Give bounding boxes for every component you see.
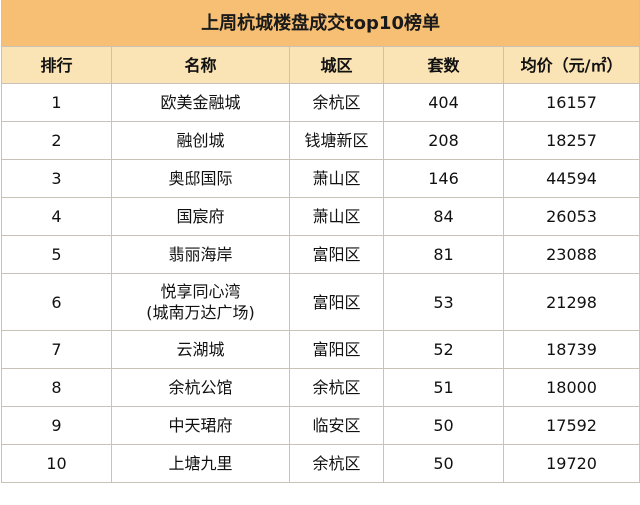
cell-units: 51	[383, 368, 504, 407]
cell-name: 悦享同心湾 (城南万达广场)	[111, 273, 290, 331]
cell-rank: 10	[1, 444, 112, 483]
cell-rank: 8	[1, 368, 112, 407]
cell-district: 萧山区	[289, 197, 384, 236]
cell-units: 52	[383, 330, 504, 369]
table-body: 1 欧美金融城 余杭区 404 16157 2 融创城 钱塘新区 208 18257 3 奥邸国际 萧山…	[1, 83, 640, 483]
cell-district: 富阳区	[289, 330, 384, 369]
cell-name: 上塘九里	[111, 444, 290, 483]
table-row: 2 融创城 钱塘新区 208 18257	[1, 121, 640, 160]
cell-name-line: 余杭公馆	[168, 378, 233, 397]
cell-name: 中天珺府	[111, 406, 290, 445]
cell-district: 余杭区	[289, 368, 384, 407]
cell-rank: 2	[1, 121, 112, 160]
cell-name-line: 云湖城	[176, 340, 225, 359]
cell-name-line: 欧美金融城	[160, 93, 241, 112]
cell-district: 富阳区	[289, 235, 384, 274]
title-row: 上周杭城楼盘成交top10榜单	[0, 0, 640, 47]
header-district: 城区	[289, 46, 384, 84]
table-title: 上周杭城楼盘成交top10榜单	[0, 0, 640, 47]
header-name: 名称	[111, 46, 290, 84]
cell-name: 翡丽海岸	[111, 235, 290, 274]
cell-name: 余杭公馆	[111, 368, 290, 407]
cell-name: 国宸府	[111, 197, 290, 236]
cell-units: 208	[383, 121, 504, 160]
cell-rank: 3	[1, 159, 112, 198]
cell-units: 84	[383, 197, 504, 236]
table-row: 6 悦享同心湾 (城南万达广场) 富阳区 53 21298	[1, 273, 640, 331]
cell-name: 融创城	[111, 121, 290, 160]
cell-district: 富阳区	[289, 273, 384, 331]
cell-units: 404	[383, 83, 504, 122]
cell-district: 余杭区	[289, 83, 384, 122]
cell-avg-price: 23088	[502, 235, 640, 274]
table-row: 5 翡丽海岸 富阳区 81 23088	[1, 235, 640, 274]
cell-units: 50	[383, 406, 504, 445]
cell-avg-price: 21298	[502, 273, 640, 331]
table-row: 4 国宸府 萧山区 84 26053	[1, 197, 640, 236]
cell-name-line: 上塘九里	[168, 454, 233, 473]
ranking-table: 上周杭城楼盘成交top10榜单 排行 名称 城区 套数 均价（元/㎡） 1 欧美金…	[0, 0, 640, 483]
cell-units: 81	[383, 235, 504, 274]
cell-rank: 4	[1, 197, 112, 236]
table-row: 8 余杭公馆 余杭区 51 18000	[1, 368, 640, 407]
cell-avg-price: 44594	[502, 159, 640, 198]
cell-rank: 6	[1, 273, 112, 331]
cell-name-line: (城南万达广场)	[146, 303, 255, 322]
header-units: 套数	[383, 46, 504, 84]
cell-name: 奥邸国际	[111, 159, 290, 198]
cell-avg-price: 18257	[502, 121, 640, 160]
cell-avg-price: 19720	[502, 444, 640, 483]
cell-rank: 7	[1, 330, 112, 369]
cell-district: 萧山区	[289, 159, 384, 198]
table-row: 3 奥邸国际 萧山区 146 44594	[1, 159, 640, 198]
cell-rank: 9	[1, 406, 112, 445]
cell-name-line: 奥邸国际	[168, 169, 233, 188]
table-row: 10 上塘九里 余杭区 50 19720	[1, 444, 640, 483]
cell-district: 余杭区	[289, 444, 384, 483]
cell-name: 欧美金融城	[111, 83, 290, 122]
cell-name: 云湖城	[111, 330, 290, 369]
cell-district: 临安区	[289, 406, 384, 445]
cell-avg-price: 16157	[502, 83, 640, 122]
table-row: 7 云湖城 富阳区 52 18739	[1, 330, 640, 369]
cell-name-line: 融创城	[176, 131, 225, 150]
cell-name-line: 中天珺府	[168, 416, 233, 435]
table-row: 9 中天珺府 临安区 50 17592	[1, 406, 640, 445]
cell-name-line: 翡丽海岸	[168, 245, 233, 264]
cell-rank: 5	[1, 235, 112, 274]
cell-avg-price: 18739	[502, 330, 640, 369]
header-row: 排行 名称 城区 套数 均价（元/㎡）	[1, 46, 640, 84]
cell-name-line: 国宸府	[176, 207, 225, 226]
cell-units: 146	[383, 159, 504, 198]
cell-avg-price: 26053	[502, 197, 640, 236]
header-avg-price: 均价（元/㎡）	[502, 46, 640, 84]
cell-district: 钱塘新区	[289, 121, 384, 160]
cell-rank: 1	[1, 83, 112, 122]
cell-avg-price: 18000	[502, 368, 640, 407]
header-rank: 排行	[1, 46, 112, 84]
cell-name-line: 悦享同心湾	[160, 282, 241, 301]
cell-units: 53	[383, 273, 504, 331]
cell-avg-price: 17592	[502, 406, 640, 445]
cell-units: 50	[383, 444, 504, 483]
table-row: 1 欧美金融城 余杭区 404 16157	[1, 83, 640, 122]
